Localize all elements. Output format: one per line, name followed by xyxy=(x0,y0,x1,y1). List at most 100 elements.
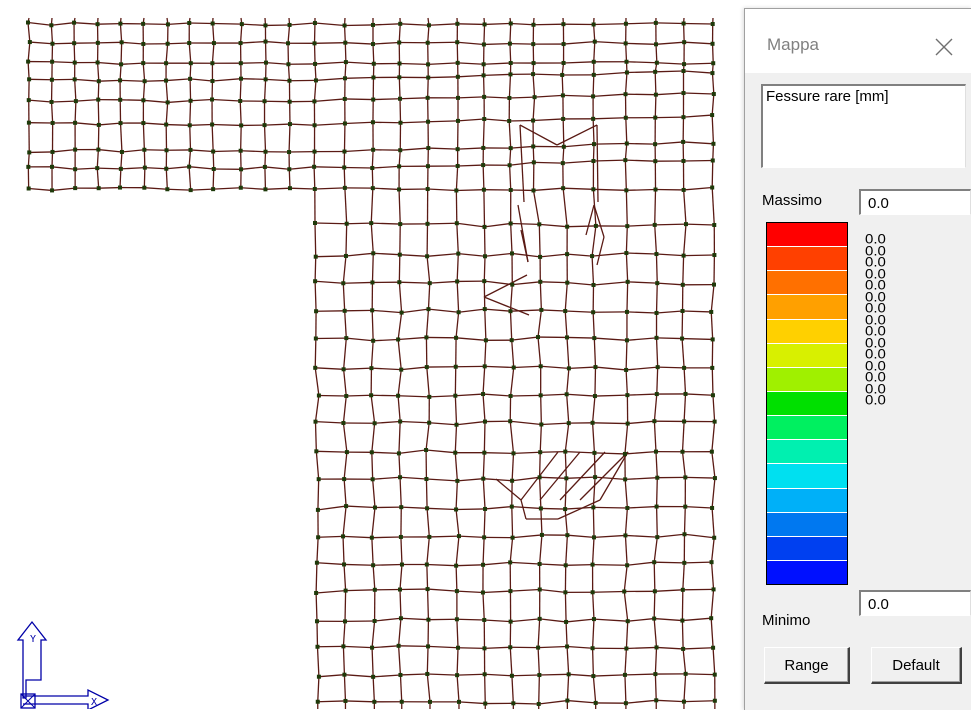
mesh-node xyxy=(655,311,659,315)
mesh-edge xyxy=(626,700,656,703)
mesh-node xyxy=(562,61,566,65)
mesh-edge xyxy=(511,146,534,148)
mesh-node xyxy=(680,619,684,623)
mesh-node xyxy=(654,93,658,97)
mesh-node xyxy=(539,393,543,397)
default-button[interactable]: Default xyxy=(871,647,962,684)
mesh-node xyxy=(313,150,317,154)
mesh-edge xyxy=(457,591,483,592)
mesh-edge xyxy=(398,337,426,339)
mesh-node xyxy=(654,188,658,192)
mesh-edge xyxy=(484,75,485,97)
mesh-edge xyxy=(458,97,484,98)
color-band xyxy=(767,223,847,247)
mesh-edge xyxy=(346,395,371,396)
mesh-edge xyxy=(372,508,375,538)
mesh-node xyxy=(624,188,628,192)
mesh-node xyxy=(371,120,375,124)
mesh-edge xyxy=(512,507,513,538)
mesh-node xyxy=(565,533,569,537)
mesh-edge xyxy=(594,24,595,41)
mesh-node xyxy=(623,533,627,537)
mesh-node xyxy=(681,283,685,287)
mesh-node xyxy=(483,420,487,424)
mesh-edge xyxy=(144,188,167,190)
min-value-field[interactable] xyxy=(859,590,971,616)
mesh-node xyxy=(655,61,659,65)
mesh-edge xyxy=(627,72,655,73)
mesh-edge xyxy=(345,701,374,702)
mesh-node xyxy=(343,23,347,27)
mesh-edge xyxy=(595,367,626,370)
mesh-edge xyxy=(344,452,347,479)
mesh-edge xyxy=(595,395,627,396)
mesh-node xyxy=(591,563,595,567)
mesh-node xyxy=(164,123,168,127)
max-value-field[interactable] xyxy=(859,189,971,215)
scale-value-label: 0.0 xyxy=(865,396,905,406)
mesh-node xyxy=(623,477,627,481)
mesh-node xyxy=(343,186,347,190)
min-label: Minimo xyxy=(762,612,810,629)
mesh-edge xyxy=(625,508,627,535)
mesh-node xyxy=(456,147,460,151)
mesh-node xyxy=(681,115,685,119)
mesh-edge xyxy=(400,590,401,619)
mesh-node xyxy=(141,61,145,65)
mesh-node xyxy=(508,645,512,649)
mesh-edge xyxy=(594,24,626,25)
mesh-edge xyxy=(427,223,456,224)
mesh-node xyxy=(426,120,430,124)
mesh-node xyxy=(454,365,458,369)
mesh-node xyxy=(118,22,122,26)
mesh-edge xyxy=(426,450,455,453)
mesh-node xyxy=(314,336,318,340)
window-titlebar[interactable]: Mappa xyxy=(745,9,971,73)
mesh-node xyxy=(531,42,535,46)
mesh-edge xyxy=(592,253,626,256)
mesh-node xyxy=(537,222,541,226)
mesh-edge xyxy=(372,150,373,168)
mesh-edge xyxy=(657,311,683,313)
mesh-edge xyxy=(265,167,266,189)
mesh-edge xyxy=(567,226,596,227)
mesh-edge xyxy=(373,565,402,566)
mesh-node xyxy=(187,21,191,25)
mesh-node xyxy=(456,252,460,256)
mesh-edge xyxy=(428,148,457,149)
fem-mesh[interactable] xyxy=(0,0,737,709)
mesh-node xyxy=(655,336,659,340)
mesh-node xyxy=(371,186,375,190)
mesh-node xyxy=(591,505,595,509)
range-button[interactable]: Range xyxy=(764,647,850,684)
mesh-edge xyxy=(28,23,51,26)
mesh-edge xyxy=(626,621,627,648)
mesh-edge xyxy=(540,452,580,500)
mesh-node xyxy=(398,148,402,152)
mesh-edge xyxy=(189,167,191,190)
mesh-edge xyxy=(684,674,686,702)
mesh-edge xyxy=(373,99,400,100)
mesh-edge xyxy=(373,188,399,189)
mesh-edge xyxy=(98,63,99,82)
mesh-node xyxy=(509,146,513,150)
mesh-node xyxy=(73,186,77,190)
mesh-node xyxy=(371,563,375,567)
mesh-node xyxy=(623,673,627,677)
mesh-node xyxy=(399,368,403,372)
mesh-edge xyxy=(627,562,654,565)
mesh-node xyxy=(709,616,713,620)
mesh-edge xyxy=(371,395,374,423)
result-name-box[interactable]: Fessure rare [mm] xyxy=(761,84,966,168)
mesh-edge xyxy=(457,619,484,620)
mesh-edge xyxy=(683,563,684,590)
mesh-edge xyxy=(52,101,76,102)
drawing-canvas[interactable]: Y X xyxy=(0,0,737,709)
close-icon[interactable] xyxy=(930,33,958,61)
mesh-edge xyxy=(318,677,319,702)
mesh-edge xyxy=(593,565,628,566)
mesh-edge xyxy=(373,479,375,507)
mesh-edge xyxy=(373,43,399,45)
mesh-node xyxy=(710,113,714,117)
